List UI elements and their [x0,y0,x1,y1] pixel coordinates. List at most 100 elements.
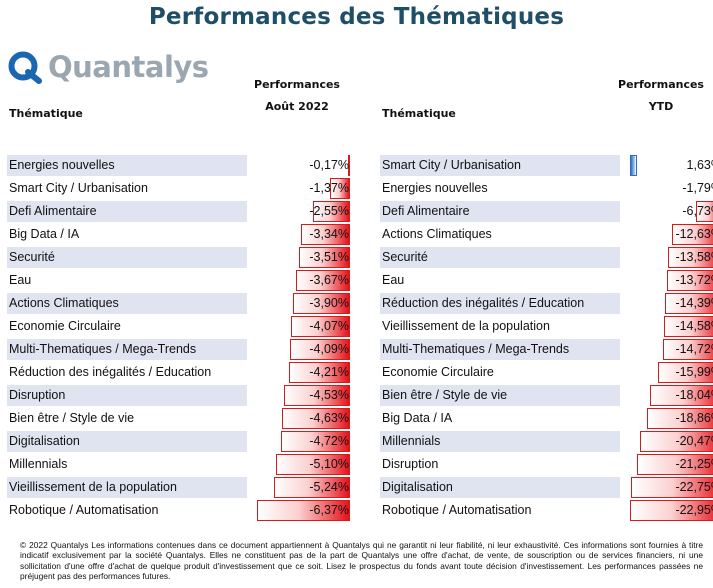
ytd-value-label: -18,04% [675,388,713,402]
aug-2022-category-label: Securité [7,247,247,268]
aug-2022-value-label: -6,37% [309,503,349,517]
ytd-category-label: Vieillissement de la population [382,319,550,333]
aug-2022-value-cell: -2,55% [257,201,350,222]
ytd-value-cell: -18,04% [630,385,713,406]
aug-2022-bar [293,293,350,314]
ytd-value-cell: -14,72% [630,339,713,360]
ytd-value-cell: -6,73% [630,201,713,222]
ytd-category-label: Securité [380,247,620,268]
ytd-value-cell: -1,79% [630,178,713,199]
ytd-bar [630,155,637,176]
ytd-value-cell: -14,39% [630,293,713,314]
aug-2022-value-label: -3,90% [309,296,349,310]
aug-2022-value-cell: -5,24% [257,477,350,498]
ytd-bar [658,362,713,383]
ytd-bar [640,431,713,452]
aug-2022-bar [301,224,350,245]
ytd-value-label: -13,58% [675,250,713,264]
ytd-bar [667,270,713,291]
ytd-value-cell: -13,58% [630,247,713,268]
aug-2022-bar [298,247,350,268]
right-header-perf: Performances YTD [613,74,709,118]
aug-2022-category-label: Multi-Thematiques / Mega-Trends [7,339,247,360]
aug-2022-bar [273,477,350,498]
ytd-category-label: Defi Alimentaire [380,201,620,222]
ytd-value-label: -18,86% [675,411,713,425]
ytd-value-label: -12,63% [675,227,713,241]
aug-2022-value-label: -5,24% [309,480,349,494]
aug-2022-bar [283,385,350,406]
ytd-category-label: Energies nouvelles [382,181,488,195]
ytd-bar [663,339,713,360]
aug-2022-value-label: -2,55% [309,204,349,218]
aug-2022-bar [312,201,350,222]
ytd-category-label: Actions Climatiques [382,227,492,241]
ytd-value-cell: -14,58% [630,316,713,337]
quantalys-logo: Quantalys [8,50,209,88]
ytd-category-label: Réduction des inégalités / Education [380,293,620,314]
ytd-category-label: Smart City / Urbanisation [380,155,620,176]
ytd-value-cell: 1,63% [630,155,713,176]
page-title: Performances des Thématiques [148,4,565,30]
aug-2022-value-cell: -3,90% [257,293,350,314]
aug-2022-value-cell: -6,37% [257,500,350,521]
ytd-category-label: Big Data / IA [382,411,453,425]
ytd-value-cell: -22,95% [630,500,713,521]
aug-2022-value-label: -1,37% [309,181,349,195]
ytd-value-label: -13,72% [675,273,713,287]
ytd-value-label: -15,99% [675,365,713,379]
aug-2022-category-label: Smart City / Urbanisation [9,181,148,195]
aug-2022-category-label: Millennials [9,457,68,471]
aug-2022-category-label: Réduction des inégalités / Education [9,365,212,379]
ytd-value-label: -6,73% [682,204,713,218]
aug-2022-category-label: Bien être / Style de vie [9,411,135,425]
aug-2022-bar [257,500,350,521]
ytd-bar [649,385,713,406]
aug-2022-value-cell: -4,72% [257,431,350,452]
ytd-category-label: Multi-Thematiques / Mega-Trends [380,339,620,360]
right-header-theme: Thématique [382,107,456,120]
aug-2022-value-cell: -3,51% [257,247,350,268]
left-header-perf-line1: Performances [254,78,340,91]
ytd-bar [630,500,713,521]
aug-2022-value-cell: -1,37% [257,178,350,199]
ytd-bar [636,454,713,475]
aug-2022-bar [290,316,350,337]
ytd-category-label: Bien être / Style de vie [380,385,620,406]
aug-2022-value-label: -3,34% [309,227,349,241]
aug-2022-value-cell: -3,67% [257,270,350,291]
aug-2022-category-label: Big Data / IA [9,227,80,241]
ytd-value-cell: -21,25% [630,454,713,475]
aug-2022-value-cell: -4,09% [257,339,350,360]
ytd-bar [695,201,713,222]
aug-2022-bar [288,362,350,383]
aug-2022-category-label: Energies nouvelles [7,155,247,176]
aug-2022-value-cell: -0,17% [257,155,350,176]
ytd-value-label: -21,25% [675,457,713,471]
aug-2022-bar [282,408,350,429]
aug-2022-value-cell: -5,10% [257,454,350,475]
ytd-bar [668,247,713,268]
ytd-value-cell: -22,75% [630,477,713,498]
ytd-category-label: Economie Circulaire [382,365,494,379]
ytd-value-label: 1,63% [686,158,713,172]
ytd-bar [663,316,713,337]
aug-2022-bar [281,431,350,452]
aug-2022-value-label: -4,07% [309,319,349,333]
aug-2022-value-cell: -4,63% [257,408,350,429]
ytd-value-cell: -20,47% [630,431,713,452]
aug-2022-value-cell: -4,21% [257,362,350,383]
ytd-category-label: Eau [382,273,405,287]
aug-2022-bar [347,155,350,176]
aug-2022-bar [296,270,350,291]
ytd-bar [664,293,713,314]
left-header-theme: Thématique [9,107,83,120]
aug-2022-category-label: Defi Alimentaire [7,201,247,222]
ytd-bar [630,477,713,498]
aug-2022-category-label: Disruption [7,385,247,406]
aug-2022-value-label: -0,17% [309,158,349,172]
aug-2022-value-cell: -4,53% [257,385,350,406]
aug-2022-value-label: -3,67% [309,273,349,287]
ytd-category-label: Digitalisation [380,477,620,498]
ytd-bar [671,224,713,245]
